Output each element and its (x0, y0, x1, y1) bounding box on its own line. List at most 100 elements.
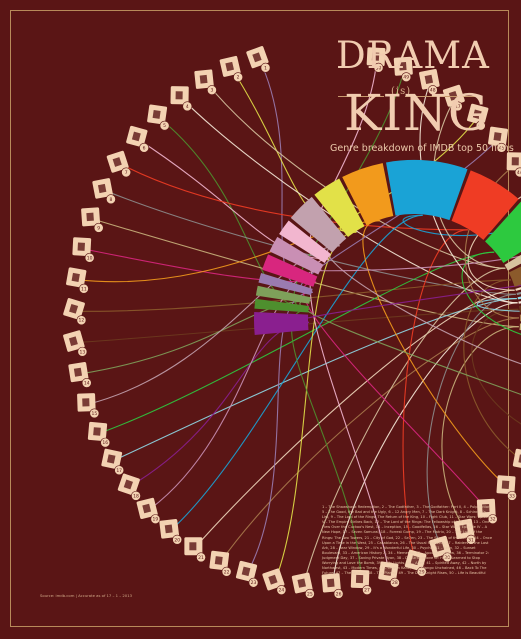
genre-segment-13 (485, 201, 521, 264)
film-icon-17: 17 (101, 448, 125, 476)
genre-segment-10 (342, 163, 394, 226)
film-genre-link (74, 279, 512, 312)
film-rank-label: 17 (116, 468, 122, 474)
film-icon-22: 22 (209, 550, 232, 577)
genre-segment-18 (517, 296, 521, 300)
film-rank-badge (514, 167, 521, 178)
genre-segment-2 (254, 298, 309, 313)
film-icon-24: 24 (262, 568, 287, 595)
film-rank-label: 28 (392, 580, 398, 586)
film-genre-link (180, 96, 518, 304)
genre-segment-5 (262, 254, 318, 287)
film-rank-badge (452, 101, 463, 112)
film-genre-links (74, 58, 521, 585)
film-genre-link (327, 245, 521, 365)
film-genre-link (98, 251, 495, 435)
film-icon-47: 47 (442, 84, 465, 112)
film-genre-link (331, 302, 518, 585)
film-rank-label: 23 (251, 580, 257, 586)
film-icon-31: 31 (454, 518, 476, 545)
genre-segment-15 (508, 266, 521, 287)
film-genre-link (426, 293, 516, 549)
film-rank-badge (427, 85, 438, 95)
film-icon-10: 10 (72, 237, 95, 263)
genre-ring (254, 160, 521, 336)
film-rank-badge (475, 120, 486, 131)
film-genre-link (471, 308, 521, 425)
film-rank-badge (373, 62, 384, 73)
title-top: DRAMA (336, 34, 490, 77)
genre-segment-14 (504, 254, 521, 271)
film-rank-badge (159, 120, 170, 131)
title-connector: (is) (391, 86, 412, 97)
film-rank-badge (401, 72, 412, 83)
film-rank-label: 30 (444, 555, 450, 561)
film-genre-link (75, 308, 519, 344)
film-rank-label: 29 (419, 569, 425, 575)
film-rank-badge (507, 490, 517, 501)
film-rank-label: 1 (264, 65, 267, 71)
genre-segment-9 (314, 178, 365, 238)
film-rank-badge (84, 252, 95, 263)
film-rank-label: 33 (509, 493, 515, 499)
film-icon-13: 13 (63, 330, 88, 357)
film-rank-label: 16 (102, 440, 108, 446)
title-bottom: KING (344, 84, 489, 142)
genre-segment-3 (255, 285, 311, 304)
source-note: Source: imdb.com | Accurate as of 17 – 1… (40, 593, 133, 598)
film-icon-50: 50 (366, 47, 386, 73)
film-genre-link (419, 80, 518, 304)
film-icon-23: 23 (235, 560, 259, 588)
film-icon-32: 32 (476, 498, 498, 525)
film-genre-link (362, 220, 508, 488)
film-rank-label: 3 (210, 88, 213, 94)
film-icon-14: 14 (68, 362, 92, 388)
film-icon-1: 1 (246, 46, 271, 73)
film-rank-label: 4 (186, 104, 189, 110)
film-icon-26: 26 (321, 573, 344, 599)
film-rank-badge (172, 534, 183, 545)
film-rank-label: 18 (133, 493, 139, 499)
film-icon-12: 12 (63, 298, 87, 326)
genre-segment-11 (386, 160, 468, 221)
film-genre-link (303, 267, 506, 585)
film-rank-label: 2 (237, 75, 240, 81)
film-icon-20: 20 (159, 518, 183, 545)
film-rank-label: 50 (376, 65, 382, 71)
film-icon-44: 44 (506, 152, 521, 178)
film-rank-label: 5 (163, 123, 166, 129)
film-rank-badge (221, 566, 232, 577)
film-icons: 1234567891011121314151617181920212223242… (63, 46, 521, 599)
film-rank-badge (207, 85, 217, 95)
film-genre-link (170, 214, 423, 532)
film-rank-label: 6 (143, 145, 146, 151)
genre-segment-19 (518, 301, 521, 304)
film-icon-16: 16 (87, 421, 111, 448)
film-rank-label: 22 (224, 569, 230, 575)
film-rank-label: 25 (307, 591, 313, 597)
film-genre-link (461, 251, 521, 335)
film-icon-21: 21 (184, 537, 206, 563)
film-icon-3: 3 (194, 69, 217, 95)
poster-frame (10, 10, 509, 627)
film-rank-label: 12 (79, 318, 85, 324)
film-rank-label: 19 (153, 517, 159, 523)
film-icon-45: 45 (488, 126, 508, 153)
film-icon-28: 28 (378, 561, 400, 588)
film-rank-badge (496, 142, 507, 153)
film-rank-badge (81, 378, 92, 388)
film-icon-6: 6 (126, 125, 150, 153)
film-rank-label: 48 (430, 88, 436, 94)
film-rank-badge (276, 585, 287, 595)
film-rank-label: 31 (468, 537, 474, 543)
film-rank-badge (196, 552, 206, 563)
film-rank-badge (362, 585, 372, 595)
genre-segment-16 (515, 287, 521, 291)
film-genre-link (79, 300, 311, 375)
film-rank-badge (106, 194, 116, 205)
film-icon-30: 30 (429, 535, 453, 563)
film-rank-badge (333, 588, 344, 599)
film-rank-badge (89, 408, 100, 419)
genre-segment-8 (290, 196, 347, 253)
